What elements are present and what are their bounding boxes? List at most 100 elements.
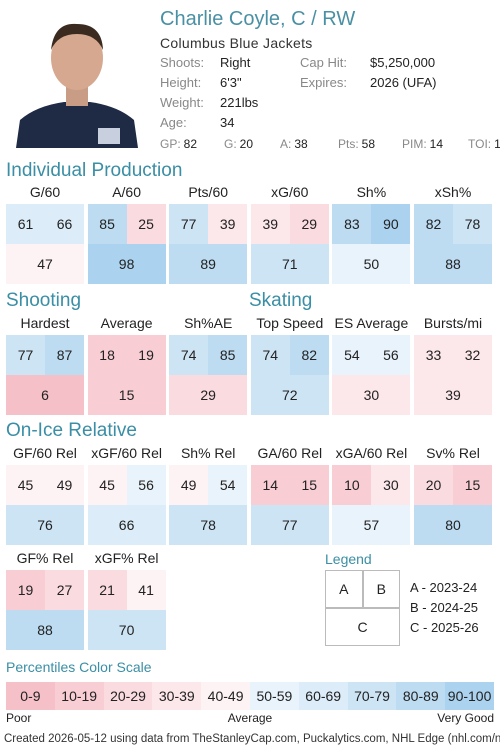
stat-value: 18:06 — [494, 137, 500, 151]
section-title: Individual Production — [6, 160, 183, 181]
metric-value: 21 — [87, 570, 127, 610]
legend-key: A — [325, 570, 363, 608]
metric-label: GF/60 Rel — [13, 445, 77, 461]
metric-value: 98 — [87, 244, 166, 284]
metric-value: 41 — [126, 570, 166, 610]
info-label: Height: — [160, 75, 202, 90]
metric-value: 32 — [453, 335, 492, 375]
metric-value: 33 — [414, 335, 453, 375]
metric-value: 45 — [6, 465, 45, 505]
metric-value: 19 — [126, 335, 166, 375]
scale-title: Percentiles Color Scale — [6, 659, 152, 675]
metric-value: 77 — [169, 204, 209, 244]
metric-value: 54 — [332, 335, 372, 375]
stat-value: 14 — [429, 137, 444, 151]
metric-value: 74 — [250, 335, 290, 375]
info-label: Age: — [160, 115, 187, 130]
metric-value: 89 — [169, 244, 248, 284]
metric-value: 57 — [332, 505, 411, 545]
metric-value: 54 — [208, 465, 248, 505]
team-name: Columbus Blue Jackets — [160, 35, 313, 51]
footer: Created 2026-05-12 using data from TheSt… — [4, 733, 500, 745]
metric-value: 56 — [371, 335, 411, 375]
info-value: Right — [220, 55, 251, 70]
stat-label: GP: — [160, 137, 181, 151]
scale-bin: 20-29 — [103, 682, 153, 710]
metric-value: 66 — [87, 505, 166, 545]
metric-value: 77 — [6, 335, 45, 375]
metric-value: 71 — [250, 244, 329, 284]
legend-entry: B - 2024-25 — [410, 600, 478, 615]
info-label: Weight: — [160, 95, 204, 110]
metric-value: 29 — [169, 375, 248, 415]
metric-value: 29 — [289, 204, 329, 244]
metric-value: 77 — [250, 505, 329, 545]
section-title: Shooting — [6, 290, 82, 311]
metric-value: 66 — [45, 204, 84, 244]
scale-bin: 90-100 — [445, 682, 494, 710]
metric-label: G/60 — [29, 184, 61, 200]
metric-value: 76 — [6, 505, 84, 545]
metric-value: 72 — [250, 375, 329, 415]
stat-value: 58 — [361, 137, 376, 151]
scale-bin: 40-49 — [201, 682, 250, 710]
stat-value: 82 — [183, 137, 198, 151]
metric-label: GA/60 Rel — [257, 445, 323, 461]
metric-value: 88 — [414, 244, 492, 284]
metric-label: Sv% Rel — [426, 445, 480, 461]
info-label: Shoots: — [160, 55, 205, 70]
metric-label: Bursts/mi — [423, 315, 483, 331]
metric-value: 78 — [453, 204, 492, 244]
metric-label: xGF% Rel — [94, 550, 159, 566]
metric-value: 39 — [414, 375, 492, 415]
metric-value: 87 — [45, 335, 84, 375]
metric-label: Sh% Rel — [180, 445, 236, 461]
metric-value: 74 — [169, 335, 209, 375]
info-value: 6'3" — [220, 75, 242, 90]
section-title: Skating — [249, 290, 313, 311]
metric-label: ES Average — [334, 315, 409, 331]
metric-value: 61 — [6, 204, 45, 244]
metric-value: 19 — [6, 570, 45, 610]
metric-value: 85 — [208, 335, 248, 375]
stat-label: A: — [280, 137, 292, 151]
metric-label: xGA/60 Rel — [335, 445, 408, 461]
metric-label: A/60 — [112, 184, 141, 200]
stat-label: PIM: — [402, 137, 427, 151]
metric-value: 78 — [169, 505, 248, 545]
stat-label: TOI: — [468, 137, 492, 151]
metric-label: Pts/60 — [188, 184, 229, 200]
stat-label: Pts: — [338, 137, 359, 151]
metric-value: 88 — [6, 610, 84, 650]
stat-value: 20 — [239, 137, 254, 151]
metric-value: 30 — [332, 375, 411, 415]
metric-value: 15 — [87, 375, 166, 415]
metric-value: 10 — [332, 465, 372, 505]
metric-value: 39 — [208, 204, 248, 244]
metric-value: 49 — [169, 465, 209, 505]
metric-label: Average — [100, 315, 153, 331]
metric-label: Hardest — [20, 315, 70, 331]
scale-bin: 70-79 — [347, 682, 397, 710]
info-value: 2026 (UFA) — [370, 75, 437, 90]
scale-bin: 10-19 — [54, 682, 104, 710]
legend-title: Legend — [325, 551, 372, 567]
legend-key: B — [362, 570, 400, 608]
metric-value: 80 — [414, 505, 492, 545]
info-label: Cap Hit: — [300, 55, 347, 70]
scale-bin: 50-59 — [250, 682, 299, 710]
legend-entry: C - 2025-26 — [410, 620, 479, 635]
metric-value: 15 — [289, 465, 329, 505]
metric-value: 82 — [289, 335, 329, 375]
scale-bin: 80-89 — [396, 682, 446, 710]
metric-value: 18 — [87, 335, 127, 375]
metric-label: xG/60 — [271, 184, 309, 200]
metric-value: 25 — [126, 204, 166, 244]
legend-entry: A - 2023-24 — [410, 580, 478, 595]
metric-value: 82 — [414, 204, 453, 244]
info-value: $5,250,000 — [370, 55, 436, 70]
metric-value: 20 — [414, 465, 453, 505]
metric-value: 27 — [45, 570, 84, 610]
stat-label: G: — [224, 137, 237, 151]
